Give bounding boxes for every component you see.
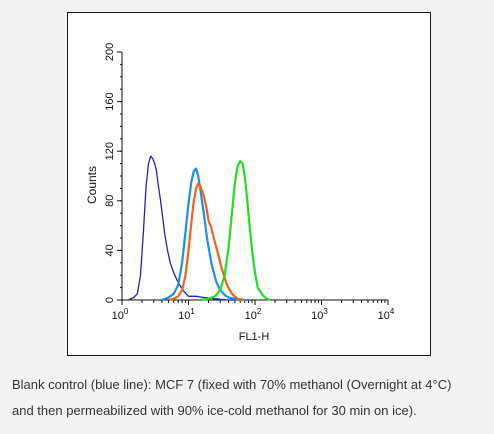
y-tick-label: 80 xyxy=(104,195,116,207)
histogram-chart: 0 40 80 120 160 200 100 101 102 103 104 Counts FL1… xyxy=(85,43,395,343)
y-axis-label: Counts xyxy=(85,166,99,204)
x-axis-label: FL1-H xyxy=(239,331,270,343)
x-tick-label: 100 xyxy=(112,307,129,322)
y-tick-label: 40 xyxy=(104,244,116,256)
x-tick-label: 101 xyxy=(178,307,195,322)
y-tick-label: 160 xyxy=(104,92,116,110)
series-line-4 xyxy=(200,160,271,302)
caption-line-1: Blank control (blue line): MCF 7 (fixed … xyxy=(12,377,452,392)
series-line-2 xyxy=(161,167,249,302)
plot-frame: 0 40 80 120 160 200 100 101 102 103 104 Counts FL1… xyxy=(67,12,431,356)
series-line-1 xyxy=(128,155,245,301)
figure-caption: Blank control (blue line): MCF 7 (fixed … xyxy=(12,372,486,424)
caption-line-2: and then permeabilized with 90% ice-cold… xyxy=(12,403,417,418)
y-tick-label: 200 xyxy=(104,43,116,61)
x-tick-label: 104 xyxy=(378,307,395,322)
x-tick-label: 102 xyxy=(245,307,262,322)
y-tick-label: 0 xyxy=(104,297,116,303)
y-tick-label: 120 xyxy=(104,142,116,160)
x-tick-label: 103 xyxy=(311,307,328,322)
